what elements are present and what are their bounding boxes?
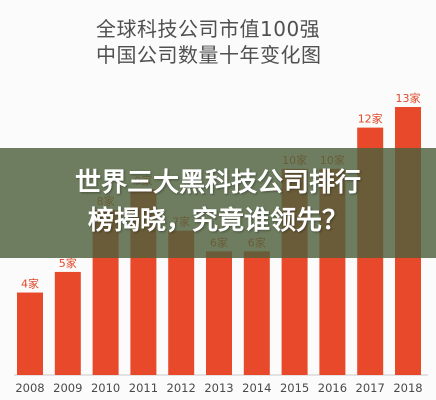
x-tick-label-2014: 2014 (242, 381, 271, 395)
x-tick-label-2012: 2012 (167, 381, 196, 395)
x-tick-label-2015: 2015 (280, 381, 309, 395)
bar-value-label-2008: 4家 (21, 277, 39, 291)
bar-value-label-2009: 5家 (59, 256, 77, 270)
bars-group (17, 107, 421, 375)
chart-title-line2: 中国公司数量十年变化图 (96, 43, 322, 67)
bar-2013 (206, 251, 232, 375)
bar-2008 (17, 292, 43, 375)
x-tick-label-2016: 2016 (318, 381, 347, 395)
chart-title-line1: 全球科技公司市值100强 (96, 17, 321, 41)
bar-value-label-2017: 12家 (358, 112, 383, 126)
x-tick-label-2017: 2017 (356, 381, 385, 395)
headline-line1: 世界三大黑科技公司排行 (74, 168, 361, 198)
x-tick-label-2010: 2010 (91, 381, 120, 395)
headline-line2: 榜揭晓，究竟谁领先？ (87, 206, 348, 236)
x-tick-label-2011: 2011 (129, 381, 158, 395)
headline-banner (0, 148, 436, 258)
x-tick-label-2013: 2013 (204, 381, 233, 395)
chart-title: 全球科技公司市值100强 中国公司数量十年变化图 (96, 16, 366, 68)
x-tick-label-2009: 2009 (53, 381, 82, 395)
x-tick-label-2018: 2018 (393, 381, 422, 395)
bar-2014 (243, 251, 270, 375)
bar-2009 (54, 271, 81, 375)
headline-text[interactable]: 世界三大黑科技公司排行 榜揭晓，究竟谁领先？ (0, 164, 436, 240)
bar-value-label-2018: 13家 (396, 91, 421, 105)
year-labels-group: 2008 2009 2010 2011 2012 2013 2014 2015 2016 2017… (15, 381, 422, 395)
x-tick-label-2008: 2008 (15, 381, 44, 395)
